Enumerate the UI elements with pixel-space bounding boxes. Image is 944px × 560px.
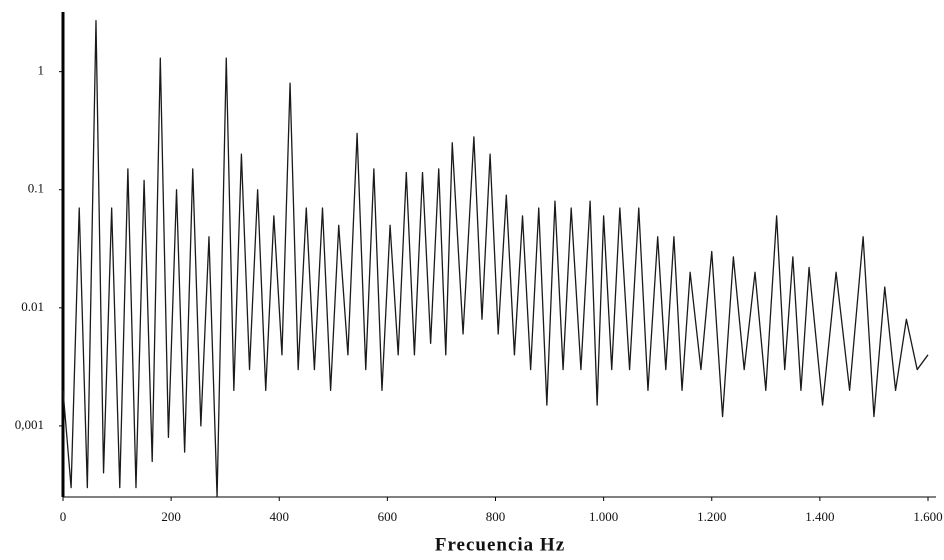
y-tick-label: 0.1	[28, 181, 44, 196]
x-tick-label: 800	[486, 509, 506, 524]
x-axis-label: Frecuencia Hz	[435, 534, 565, 555]
x-tick-label: 600	[378, 509, 398, 524]
x-tick-label: 1.200	[697, 509, 726, 524]
x-tick-label: 400	[270, 509, 290, 524]
y-tick-label: 0,001	[15, 417, 44, 432]
y-tick-label: 0.01	[21, 299, 44, 314]
x-tick-label: 0	[60, 509, 67, 524]
y-tick-label: 1	[38, 63, 45, 78]
spectrum-line	[62, 20, 929, 498]
x-tick-label: 1.000	[589, 509, 618, 524]
x-tick-label: 200	[161, 509, 181, 524]
x-tick-label: 1.600	[913, 509, 942, 524]
x-tick-label: 1.400	[805, 509, 834, 524]
